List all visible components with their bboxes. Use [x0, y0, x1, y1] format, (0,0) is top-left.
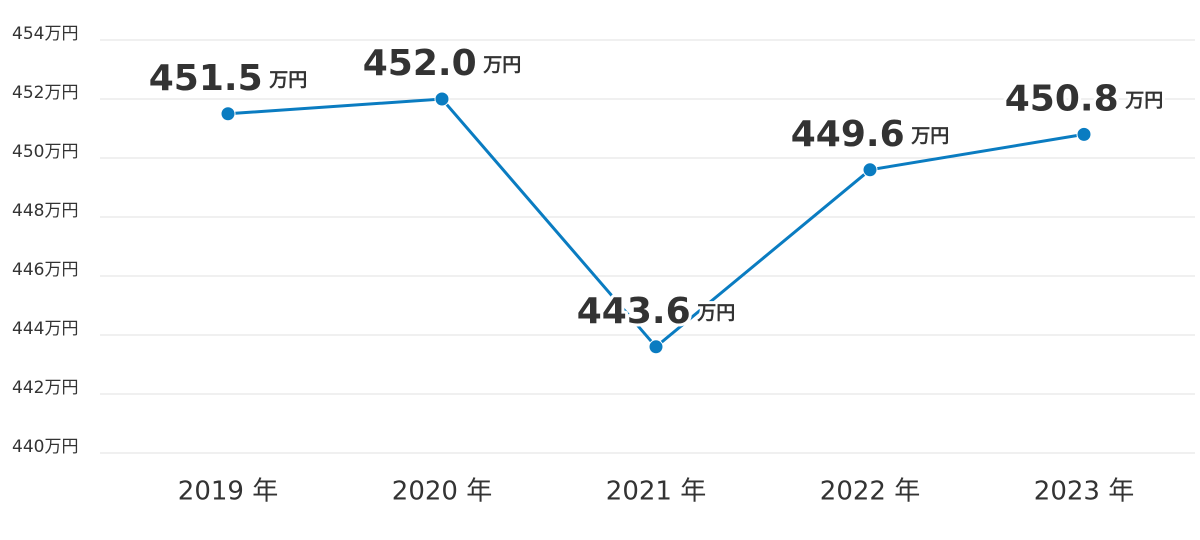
y-tick-label: 450万円 [12, 142, 78, 162]
point [434, 91, 450, 107]
y-tick-label: 440万円 [12, 437, 78, 457]
x-tick-label: 2019 年 [178, 477, 278, 507]
point [220, 106, 236, 122]
y-tick-label: 444万円 [12, 319, 78, 339]
value-label: 450.8 万円 [1005, 78, 1164, 119]
value-label: 452.0 万円 [363, 43, 522, 84]
point [1076, 126, 1092, 142]
point [648, 339, 664, 355]
value-label: 443.6 万円 [577, 291, 736, 332]
x-tick-label: 2021 年 [606, 477, 706, 507]
y-tick-label: 442万円 [12, 378, 78, 398]
y-tick-label: 454万円 [12, 24, 78, 44]
x-tick-label: 2022 年 [820, 477, 920, 507]
x-tick-label: 2023 年 [1034, 477, 1134, 507]
value-label: 451.5 万円 [149, 58, 308, 99]
point [862, 162, 878, 178]
y-tick-label: 452万円 [12, 83, 78, 103]
y-tick-label: 446万円 [12, 260, 78, 280]
x-tick-label: 2020 年 [392, 477, 492, 507]
y-tick-label: 448万円 [12, 201, 78, 221]
value-label: 449.6 万円 [791, 114, 950, 155]
